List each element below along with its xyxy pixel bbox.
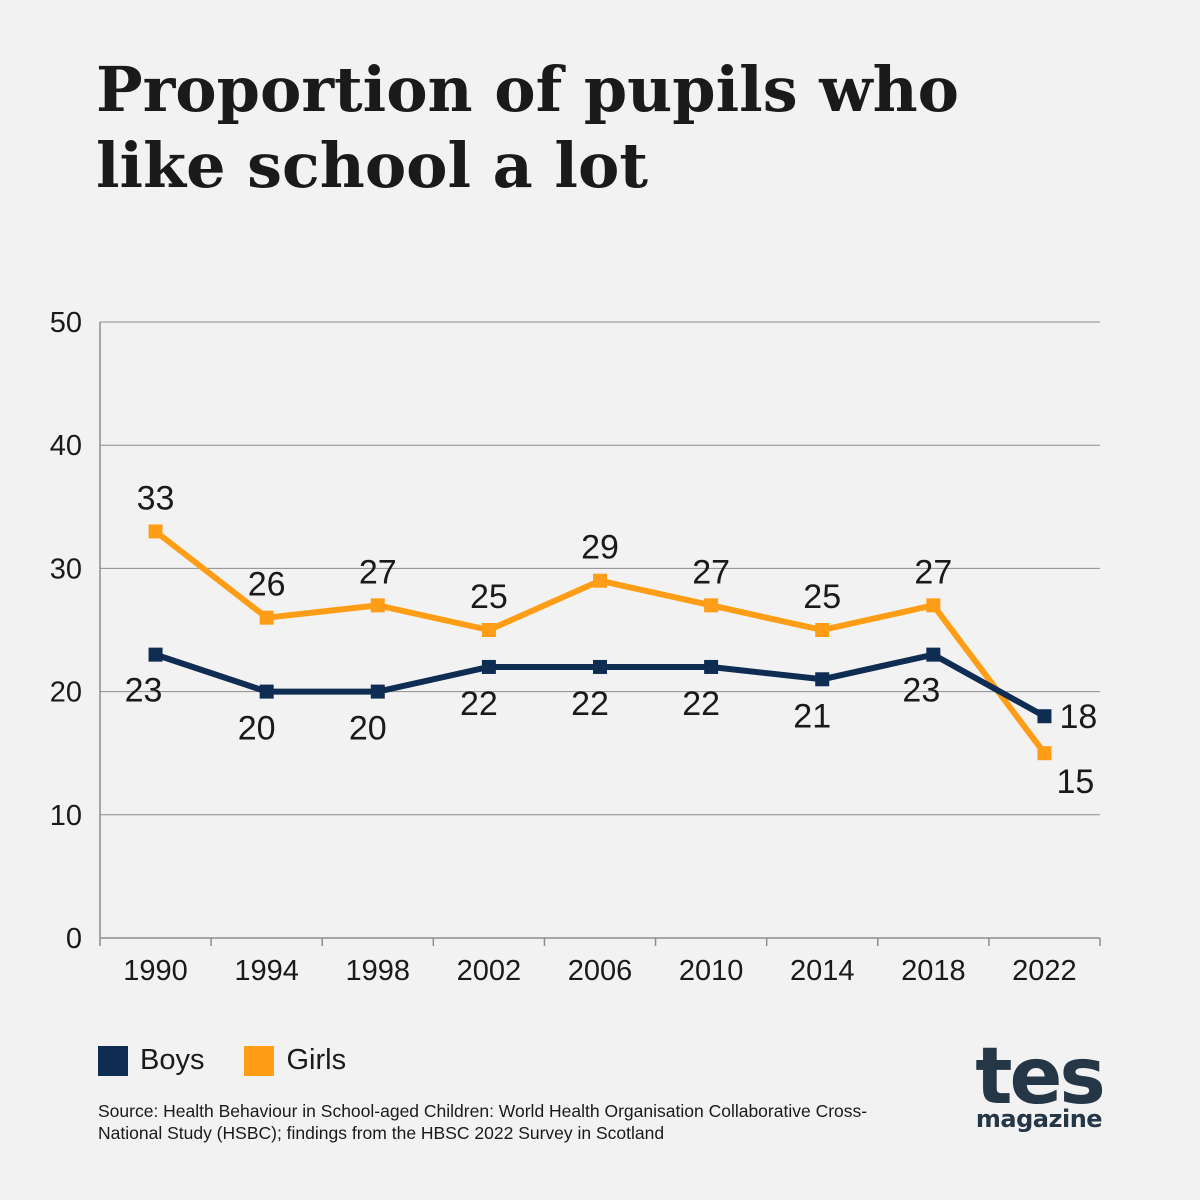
point-boys-2014 (815, 672, 830, 687)
point-boys-2018 (926, 647, 941, 662)
data-label-boys-1994: 20 (238, 710, 276, 748)
logo-sub-text: magazine (975, 1105, 1103, 1133)
point-girls-1994 (259, 610, 274, 625)
x-tick-label-1994: 1994 (234, 955, 299, 987)
point-boys-2010 (704, 659, 719, 674)
point-boys-1998 (370, 684, 385, 699)
data-label-boys-2022: 18 (1059, 698, 1097, 736)
data-label-girls-2018: 27 (914, 553, 952, 591)
data-label-girls-2002: 25 (470, 578, 508, 616)
x-tick-label-2014: 2014 (790, 955, 855, 987)
point-girls-2010 (704, 598, 719, 613)
legend-label-girls: Girls (286, 1044, 347, 1076)
y-tick-label-40: 40 (50, 430, 82, 462)
point-girls-2006 (593, 573, 607, 588)
data-label-girls-1994: 26 (248, 566, 286, 604)
data-label-boys-2006: 22 (571, 685, 609, 723)
source-note: Source: Health Behaviour in School-aged … (98, 1101, 868, 1143)
data-label-boys-2018: 23 (902, 672, 940, 710)
x-tick-label-2002: 2002 (457, 955, 522, 987)
point-girls-2014 (815, 623, 830, 637)
data-label-boys-2014: 21 (793, 697, 831, 735)
x-tick-label-1990: 1990 (123, 955, 188, 987)
x-tick-label-2006: 2006 (568, 955, 633, 987)
tes-logo: tes magazine (974, 1032, 1106, 1133)
y-tick-label-0: 0 (66, 923, 82, 955)
point-boys-2006 (593, 659, 607, 674)
point-boys-1990 (148, 647, 163, 662)
data-label-girls-2010: 27 (692, 553, 730, 591)
logo-main-text: tes (975, 1032, 1106, 1122)
point-boys-2002 (481, 659, 496, 674)
point-girls-1998 (370, 598, 385, 613)
x-tick-label-2018: 2018 (901, 955, 966, 987)
line-chart: 0 10 20 30 40 50 1990 1994 1998 2002 2006 2010 2014 2… (50, 307, 1101, 987)
legend-label-boys: Boys (140, 1044, 205, 1076)
y-tick-label-50: 50 (50, 307, 82, 339)
legend-swatch-boys (98, 1045, 128, 1076)
x-tick-label-2022: 2022 (1012, 955, 1077, 987)
y-tick-label-30: 30 (50, 553, 82, 585)
data-label-boys-2010: 22 (682, 685, 720, 723)
legend: Boys Girls (98, 1044, 386, 1077)
x-tick-label-2010: 2010 (679, 955, 744, 987)
legend-swatch-girls (244, 1045, 275, 1076)
y-tick-label-20: 20 (50, 677, 82, 709)
point-girls-2002 (481, 623, 496, 637)
data-label-boys-1990: 23 (125, 672, 163, 710)
point-girls-2022 (1037, 746, 1052, 761)
data-label-girls-1998: 27 (359, 553, 397, 591)
data-label-girls-1990: 33 (137, 479, 175, 517)
data-label-girls-2014: 25 (803, 578, 841, 616)
chart-title: Proportion of pupils who like school a l… (96, 53, 960, 202)
point-girls-2018 (926, 598, 941, 613)
point-girls-1990 (148, 524, 163, 539)
data-label-girls-2022: 15 (1057, 763, 1095, 801)
x-tick-label-1998: 1998 (346, 955, 411, 987)
legend-item-boys: Boys (98, 1044, 204, 1077)
data-label-boys-2002: 22 (460, 685, 498, 723)
data-label-girls-2006: 29 (581, 529, 619, 567)
point-boys-2022 (1037, 709, 1052, 724)
legend-item-girls: Girls (244, 1044, 346, 1077)
y-tick-label-10: 10 (50, 800, 82, 832)
data-label-boys-1998: 20 (349, 710, 387, 748)
point-boys-1994 (259, 684, 274, 699)
